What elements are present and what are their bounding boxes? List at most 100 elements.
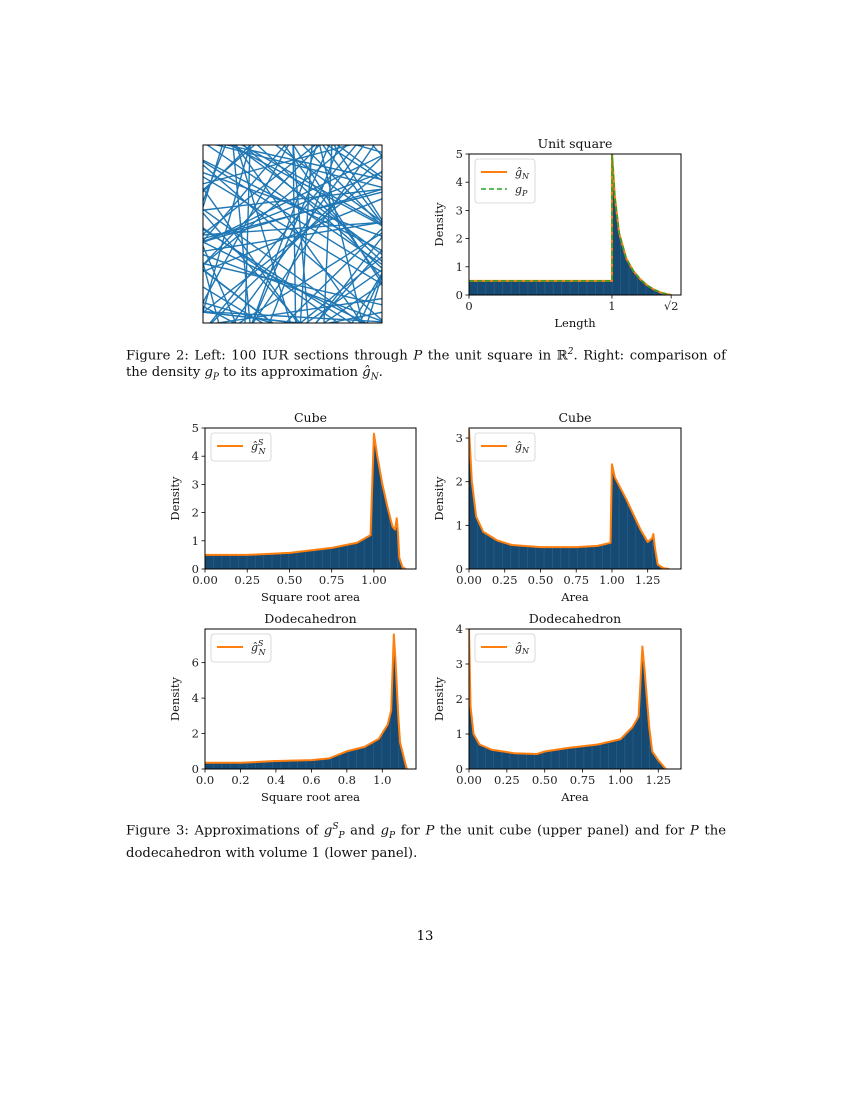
section-line [203, 145, 290, 304]
section-line [203, 268, 274, 323]
caption-segment: . Right: comparison of the density [126, 348, 726, 381]
caption-segment: g [380, 823, 390, 839]
chart-title: Dodecahedron [264, 611, 356, 626]
section-line [283, 145, 382, 281]
legend-label: ĝS N [251, 639, 267, 657]
y-tick-label: 1 [456, 518, 463, 532]
y-tick-label: 2 [192, 727, 199, 741]
y-tick-label: 0 [192, 562, 199, 576]
legend: ĝN [474, 432, 536, 462]
section-line [203, 228, 353, 323]
x-tick-label: 0.25 [494, 773, 520, 787]
section-line [228, 145, 382, 227]
series-line [469, 154, 672, 295]
section-line [203, 253, 382, 322]
caption-segment: P [689, 823, 699, 839]
section-line [234, 145, 364, 323]
section-line [354, 145, 382, 154]
label-base: ĝ [515, 440, 522, 453]
label-subscript: N [258, 648, 267, 657]
x-axis-label: Square root area [261, 790, 360, 804]
section-line [251, 145, 330, 323]
x-axis-label: Area [560, 590, 589, 604]
x-tick-label: 1.00 [361, 573, 387, 587]
caption-segment: and [344, 823, 381, 839]
x-tick-label: 1 [608, 299, 615, 313]
legend-label: ĝN [515, 440, 530, 455]
legend-label: ĝN [515, 166, 530, 181]
section-line [203, 145, 317, 236]
caption-segment: ĝ [362, 365, 371, 381]
section-line [292, 145, 310, 323]
y-tick-label: 0 [456, 288, 463, 302]
y-tick-label: 2 [456, 475, 463, 489]
label-subscript: N [258, 447, 267, 456]
x-tick-label: 0 [465, 299, 472, 313]
section-line [256, 145, 382, 263]
section-line [232, 145, 365, 323]
figure-3-caption: Figure 3: Approximations of gSP and gP f… [126, 819, 726, 862]
axes-frame [468, 427, 682, 570]
section-line [203, 187, 299, 323]
label-superscript: S [258, 438, 264, 447]
section-line [203, 221, 382, 236]
section-line [292, 145, 382, 285]
caption-segment: P [425, 823, 435, 839]
section-line [203, 145, 349, 266]
caption-segment: Figure 3: Approximations of [126, 823, 324, 839]
section-line [203, 188, 382, 211]
x-tick-label: 0.6 [302, 773, 320, 787]
section-line [203, 175, 382, 285]
chart-dodecahedron-area: 0.00 0.25 0.50 0.75 1.00 1.25 0 1 2 3 4 Dodecahedro… [432, 611, 682, 804]
x-tick-label: 0.75 [563, 573, 589, 587]
section-line [212, 297, 382, 323]
caption-segment: for [395, 823, 426, 839]
figure-2-caption: Figure 2: Left: 100 IUR sections through… [126, 344, 726, 387]
section-line [203, 145, 287, 243]
section-line [203, 170, 382, 314]
y-axis-label: Density [432, 676, 446, 721]
section-line [203, 145, 251, 315]
section-line [209, 145, 357, 323]
section-line [0, 29, 657, 202]
section-line [203, 211, 301, 323]
section-line [203, 159, 382, 252]
chart-dodecahedron-sqrt-area: 0.0 0.2 0.4 0.6 0.8 1.0 0 2 4 6 Dodecahedron Square… [168, 611, 417, 804]
legend-label: ĝS N [251, 438, 267, 456]
x-tick-label: 0.50 [528, 573, 554, 587]
legend: ĝS N [210, 432, 272, 462]
x-tick-label: 0.00 [456, 573, 482, 587]
label-subscript: N [521, 172, 530, 181]
section-line [203, 145, 321, 266]
y-tick-label: 1 [456, 260, 463, 274]
x-tick-label: 0.75 [570, 773, 596, 787]
iur-sections-panel [0, 29, 657, 324]
chart-title: Unit square [538, 136, 613, 151]
x-tick-label: √2 [664, 299, 679, 313]
histogram-area [205, 634, 408, 769]
section-line [244, 145, 251, 323]
y-tick-label: 0 [456, 762, 463, 776]
caption-segment: to its approximation [218, 365, 363, 381]
y-tick-label: 4 [456, 175, 463, 189]
section-line [240, 145, 382, 225]
axes-frame [204, 628, 417, 770]
section-line [323, 145, 333, 323]
x-tick-label: 0.8 [338, 773, 356, 787]
label-base: ĝ [515, 641, 522, 654]
section-line [318, 145, 364, 323]
x-tick-label: 0.50 [532, 773, 558, 787]
label-subscript: N [521, 647, 530, 656]
chart-title: Cube [558, 410, 591, 425]
label-base: ĝ [251, 641, 258, 654]
section-line [371, 145, 382, 157]
section-line [314, 249, 382, 323]
y-tick-label: 1 [456, 727, 463, 741]
section-line [314, 235, 382, 323]
axes-frame [204, 427, 417, 570]
section-line [203, 208, 363, 323]
x-tick-label: 0.00 [456, 773, 482, 787]
x-tick-label: 0.00 [192, 573, 218, 587]
x-axis-label: Length [554, 316, 596, 330]
y-tick-label: 6 [192, 656, 199, 670]
